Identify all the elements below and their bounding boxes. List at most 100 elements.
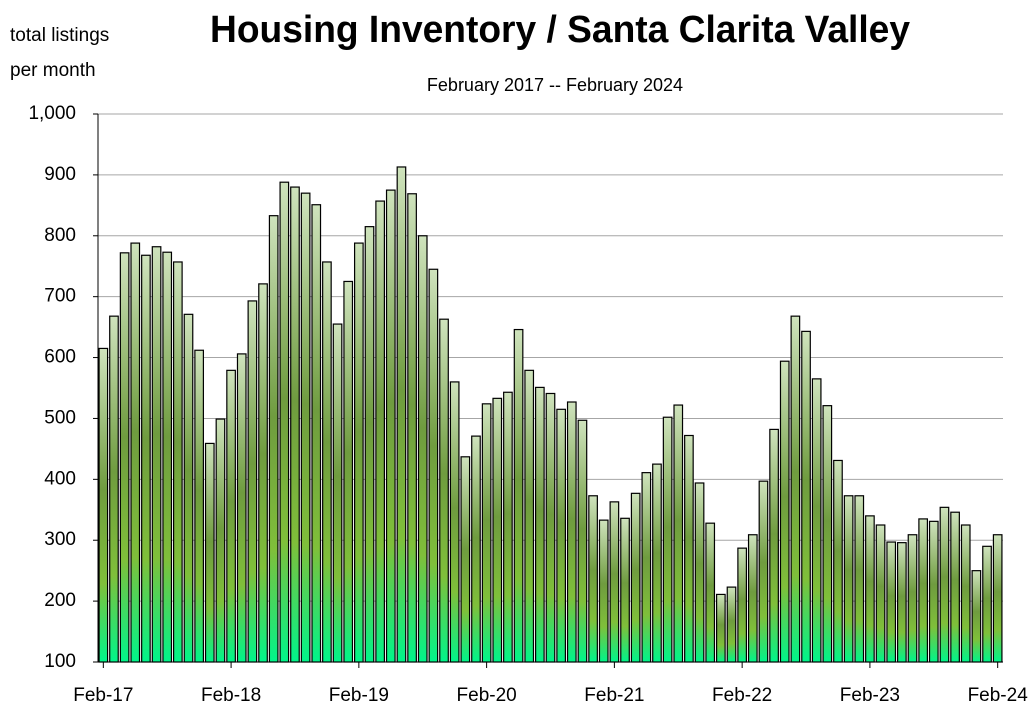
x-tick-label: Feb-18 (201, 685, 261, 706)
y-tick-label: 100 (44, 651, 76, 672)
bar (215, 418, 226, 663)
bar (364, 226, 375, 663)
bar (151, 246, 162, 663)
x-tick-label: Feb-19 (329, 685, 389, 706)
bar (172, 261, 183, 663)
bar (204, 442, 215, 663)
bar (747, 534, 758, 663)
bar (130, 242, 141, 663)
bar (375, 200, 386, 663)
bar (417, 235, 428, 663)
bar (960, 524, 971, 663)
x-tick-label: Feb-20 (457, 685, 517, 706)
bar (875, 524, 886, 663)
bar (141, 254, 151, 663)
bar (524, 369, 535, 663)
chart-subtitle: February 2017 -- February 2024 (427, 75, 683, 95)
bar (513, 328, 524, 663)
bar (769, 428, 779, 663)
y-axis-label: total listings (10, 25, 109, 46)
bar (258, 283, 268, 663)
bar (471, 435, 481, 663)
bar (162, 251, 173, 663)
bar (705, 522, 716, 663)
y-tick-label: 300 (44, 529, 76, 550)
bar (992, 534, 1003, 663)
bar (758, 480, 769, 663)
bar (822, 405, 833, 663)
bar (119, 252, 130, 663)
bar (343, 280, 354, 663)
bar (971, 570, 982, 663)
bar (854, 495, 865, 663)
bar (311, 204, 322, 663)
y-tick-label: 800 (44, 225, 76, 246)
bar (715, 593, 726, 663)
y-tick-label: 700 (44, 286, 76, 307)
bar (449, 381, 460, 663)
bar (673, 404, 684, 663)
bar (779, 360, 790, 663)
bar (226, 369, 236, 663)
bar (865, 515, 875, 663)
y-tick-label: 900 (44, 164, 76, 185)
bar (896, 542, 907, 663)
bar (460, 456, 471, 663)
y-tick-label: 500 (44, 407, 76, 428)
bar (652, 463, 662, 663)
bar (300, 192, 311, 663)
bar (620, 517, 630, 663)
bar (737, 547, 748, 663)
chart-title: Housing Inventory / Santa Clarita Valley (210, 9, 910, 51)
bar (790, 315, 801, 663)
bar (236, 353, 247, 663)
bar (353, 242, 364, 663)
x-tick-label: Feb-24 (968, 685, 1029, 706)
y-tick-label: 1,000 (28, 103, 76, 124)
bar (684, 434, 694, 663)
bar (694, 482, 705, 663)
x-tick-label: Feb-17 (73, 685, 133, 706)
bar (545, 392, 556, 663)
x-tick-label: Feb-23 (840, 685, 900, 706)
bar (843, 495, 854, 663)
bar (492, 397, 503, 663)
bar (641, 472, 652, 663)
bar (98, 347, 109, 663)
bar (290, 186, 300, 663)
bar (598, 519, 609, 663)
y-tick-label: 200 (44, 590, 76, 611)
x-tick-label: Feb-22 (712, 685, 772, 706)
bar (183, 313, 194, 663)
bar (577, 419, 588, 663)
bar (907, 534, 918, 663)
bar (726, 586, 737, 663)
bar (982, 545, 992, 663)
x-tick-label: Feb-21 (584, 685, 644, 706)
bar (556, 408, 567, 663)
bar (247, 300, 258, 663)
bar (811, 378, 822, 663)
y-axis-label: per month (10, 60, 96, 81)
bar (928, 520, 939, 663)
bar (566, 401, 577, 663)
y-tick-label: 400 (44, 468, 76, 489)
bar (322, 261, 332, 663)
bar (662, 416, 673, 663)
y-tick-label: 600 (44, 347, 76, 368)
bar (109, 315, 119, 663)
bar (918, 518, 929, 663)
bar (833, 459, 843, 663)
bar (950, 511, 960, 663)
bar (503, 391, 513, 663)
bar (396, 166, 407, 663)
bar (886, 541, 897, 663)
bar (534, 386, 545, 663)
bar (407, 193, 417, 663)
bar (588, 495, 598, 663)
bar (801, 330, 811, 663)
bar (268, 215, 279, 663)
bar (279, 181, 290, 663)
bar (194, 349, 205, 663)
